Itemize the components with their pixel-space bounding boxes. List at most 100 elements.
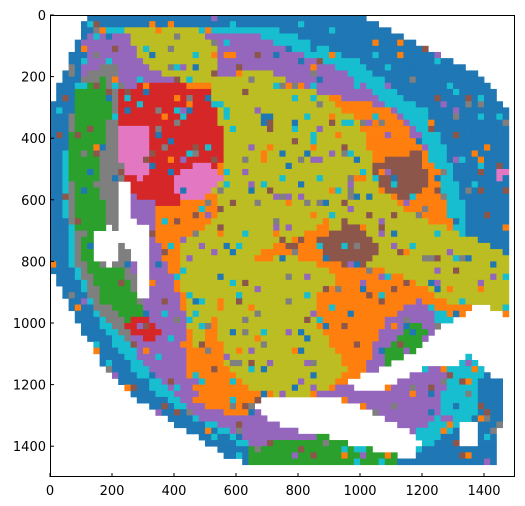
heatmap-cell: [428, 205, 435, 213]
heatmap-cell: [205, 15, 212, 22]
heatmap-cell: [322, 372, 330, 379]
heatmap-cell: [105, 187, 113, 195]
heatmap-cell: [459, 150, 466, 158]
heatmap-cell: [291, 107, 299, 114]
heatmap-cell: [298, 21, 305, 28]
heatmap-cell: [136, 82, 144, 90]
heatmap-cell: [409, 64, 417, 71]
heatmap-cell: [459, 242, 466, 250]
heatmap-cell: [273, 132, 280, 139]
heatmap-cell: [229, 175, 237, 182]
heatmap-cell: [62, 76, 69, 84]
heatmap-cell: [335, 175, 342, 182]
heatmap-cell: [422, 415, 429, 422]
heatmap-cell: [62, 193, 69, 201]
heatmap-cell: [434, 58, 441, 65]
heatmap-cell: [74, 193, 82, 201]
heatmap-cell: [310, 261, 317, 268]
heatmap-cell: [124, 384, 131, 392]
heatmap-cell: [254, 70, 262, 77]
heatmap-cell: [403, 212, 410, 219]
heatmap-cell: [130, 329, 138, 336]
heatmap-cell: [167, 366, 175, 373]
heatmap-cell: [205, 316, 212, 324]
heatmap-cell: [285, 433, 293, 441]
heatmap-cell: [304, 446, 311, 453]
heatmap-cell: [335, 378, 342, 385]
heatmap-cell: [291, 390, 299, 398]
heatmap-cell: [242, 335, 249, 342]
heatmap-cell: [347, 113, 355, 121]
heatmap-cell: [211, 249, 218, 256]
heatmap-cell: [322, 218, 330, 225]
heatmap-cell: [403, 224, 410, 231]
heatmap-cell: [161, 335, 169, 342]
heatmap-cell: [484, 452, 491, 459]
heatmap-cell: [198, 95, 206, 102]
heatmap-cell: [409, 205, 417, 213]
heatmap-cell: [260, 298, 268, 305]
heatmap-cell: [353, 107, 361, 114]
heatmap-cell: [434, 212, 441, 219]
heatmap-cell: [161, 181, 169, 188]
heatmap-cell: [217, 415, 224, 422]
heatmap-cell: [105, 366, 113, 373]
heatmap-cell: [409, 255, 417, 262]
heatmap-cell: [310, 82, 317, 90]
heatmap-cell: [360, 316, 367, 324]
heatmap-cell: [310, 273, 317, 281]
heatmap-cell: [149, 236, 156, 244]
heatmap-cell: [198, 396, 206, 404]
heatmap-cell: [285, 249, 293, 256]
heatmap-cell: [322, 304, 330, 312]
heatmap-cell: [242, 372, 249, 379]
heatmap-cell: [446, 409, 454, 416]
heatmap-cell: [279, 193, 286, 201]
heatmap-cell: [205, 107, 212, 114]
heatmap-cell: [136, 323, 144, 330]
heatmap-cell: [471, 261, 479, 268]
heatmap-cell: [366, 298, 373, 305]
heatmap-cell: [378, 199, 386, 207]
heatmap-cell: [453, 138, 460, 145]
heatmap-cell: [112, 175, 119, 182]
heatmap-cell: [87, 95, 94, 102]
heatmap-cell: [205, 150, 212, 158]
heatmap-cell: [484, 175, 491, 182]
heatmap-cell: [335, 51, 342, 59]
heatmap-cell: [260, 341, 268, 349]
heatmap-cell: [254, 193, 262, 201]
heatmap-cell: [372, 125, 379, 133]
heatmap-cell: [465, 403, 472, 410]
heatmap-cell: [192, 403, 200, 410]
heatmap-cell: [211, 119, 218, 127]
heatmap-cell: [136, 372, 144, 379]
heatmap-cell: [329, 21, 336, 28]
heatmap-cell: [112, 70, 119, 77]
heatmap-cell: [366, 150, 373, 158]
heatmap-cell: [118, 316, 125, 324]
heatmap-cell: [322, 267, 330, 275]
heatmap-cell: [366, 335, 373, 342]
heatmap-cell: [291, 292, 299, 299]
heatmap-cell: [267, 359, 274, 367]
heatmap-cell: [298, 292, 305, 299]
heatmap-cell: [192, 409, 200, 416]
heatmap-cell: [484, 433, 491, 441]
heatmap-cell: [180, 82, 187, 90]
heatmap-cell: [291, 452, 299, 459]
heatmap-cell: [217, 33, 224, 41]
heatmap-cell: [322, 205, 330, 213]
heatmap-cell: [267, 132, 274, 139]
heatmap-cell: [236, 169, 243, 176]
heatmap-cell: [248, 113, 255, 121]
heatmap-cell: [360, 341, 367, 349]
heatmap-cell: [304, 39, 311, 47]
heatmap-cell: [335, 267, 342, 275]
heatmap-cell: [186, 187, 193, 195]
heatmap-cell: [347, 175, 355, 182]
heatmap-cell: [453, 421, 460, 429]
heatmap-cell: [335, 255, 342, 262]
heatmap-cell: [347, 88, 355, 96]
